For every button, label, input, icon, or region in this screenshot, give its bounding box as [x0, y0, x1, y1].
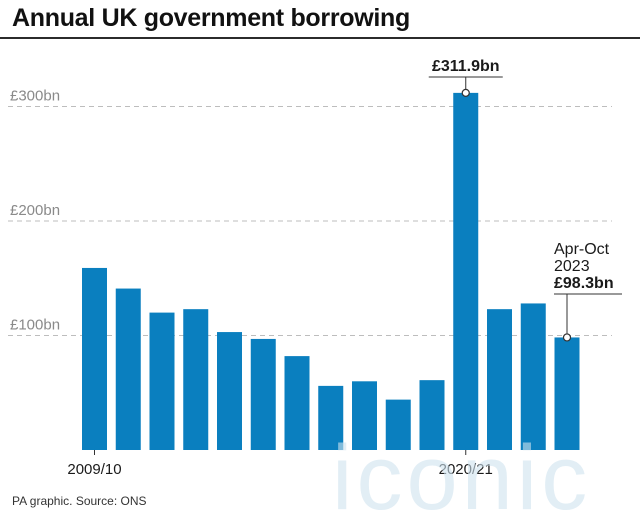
- x-tick-label: 2009/10: [67, 461, 121, 478]
- bar-layer: [82, 92, 580, 450]
- bar-11: [453, 92, 479, 450]
- bar-7: [318, 385, 344, 450]
- bar-4: [217, 332, 242, 450]
- title-rule: [0, 37, 640, 39]
- bar-3: [183, 309, 209, 450]
- y-tick-label: £200bn: [10, 202, 60, 219]
- bar-5: [250, 338, 276, 450]
- annotation-dot: [461, 88, 470, 97]
- annotation-value-label: £311.9bn: [432, 58, 500, 75]
- bar-0: [82, 267, 107, 450]
- bar-14: [554, 337, 580, 450]
- annotation-line-2: £98.3bn: [554, 275, 614, 292]
- watermark: iconic: [332, 427, 592, 529]
- label-layer: 2009/10 2020/21: [67, 450, 493, 478]
- bar-12: [487, 309, 512, 450]
- source-note: PA graphic. Source: ONS: [12, 494, 147, 508]
- bar-chart: £100bn £200bn £300bn £311.9bn Apr-Oct2023£9…: [8, 58, 622, 478]
- bar-13: [520, 303, 546, 450]
- x-tick-label: 2020/21: [439, 461, 493, 478]
- bar-2: [149, 312, 175, 450]
- chart-title: Annual UK government borrowing: [12, 4, 410, 32]
- bar-9: [385, 399, 411, 450]
- bar-6: [284, 356, 310, 450]
- annotation-dot: [562, 333, 572, 342]
- y-tick-label: £300bn: [10, 88, 60, 105]
- bar-8: [352, 381, 377, 450]
- annotation-line-1: 2023: [554, 258, 590, 275]
- grid-layer: £100bn £200bn £300bn: [8, 88, 612, 336]
- y-tick-label: £100bn: [10, 317, 60, 334]
- bar-1: [115, 288, 141, 450]
- annotation-line-0: Apr-Oct: [554, 241, 610, 258]
- bar-10: [419, 380, 445, 450]
